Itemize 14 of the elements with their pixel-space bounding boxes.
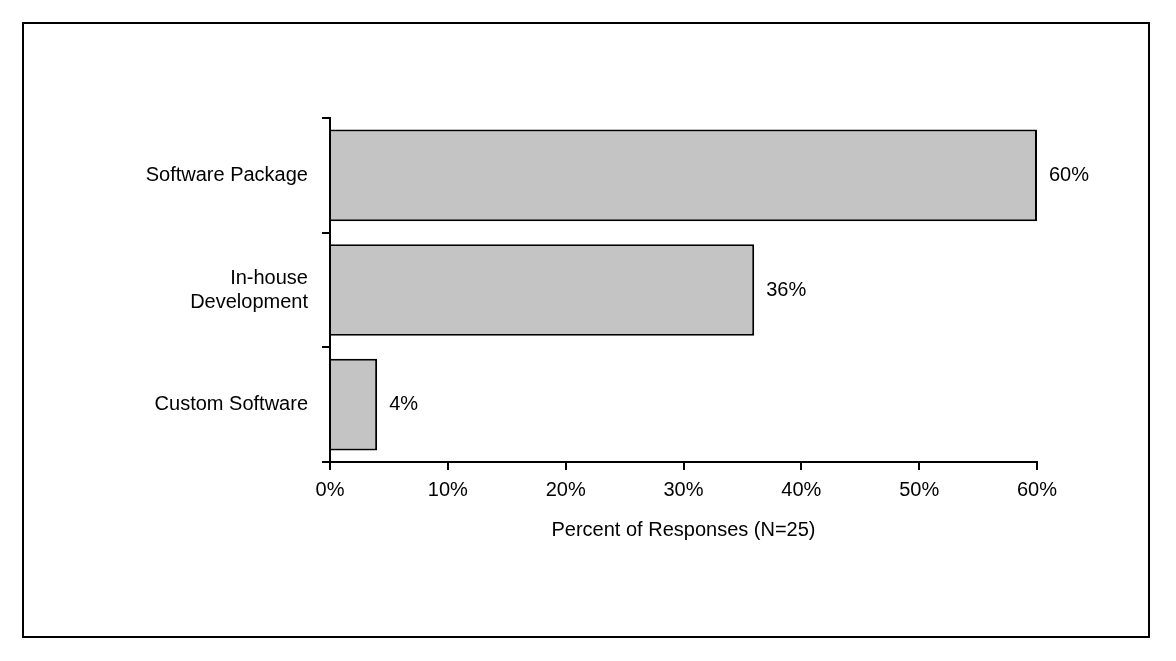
x-tick-label: 60% [1016, 477, 1058, 500]
x-tick-label: 30% [663, 477, 704, 500]
data-label: 36% [766, 277, 807, 300]
x-tick-label: 10% [427, 477, 469, 500]
data-label: 4% [389, 392, 419, 415]
y-tick-label: In-house Development [190, 265, 309, 312]
x-tick-label: 50% [899, 477, 940, 500]
y-tick-label: Software Package [145, 162, 308, 185]
x-axis-title: Percent of Responses (N=25) [551, 517, 816, 540]
y-tick-label: Custom Software [154, 392, 308, 415]
x-tick-label: 40% [781, 477, 822, 500]
data-label: 60% [1049, 162, 1090, 185]
x-tick-label: 0% [315, 477, 345, 500]
x-tick-label: 20% [545, 477, 586, 500]
